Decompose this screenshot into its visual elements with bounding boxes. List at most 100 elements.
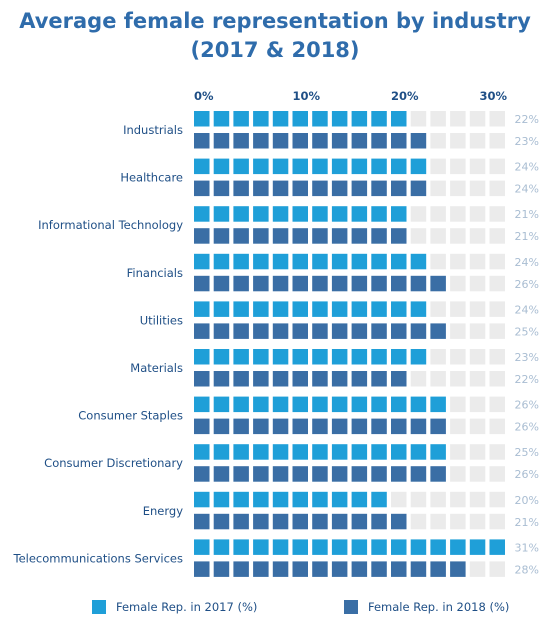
bar-cell-filled — [331, 349, 348, 365]
bar-cell-filled — [391, 418, 407, 435]
bar-cell-filled — [213, 349, 230, 365]
bar-cell-filled — [331, 491, 348, 508]
bar-cell-filled — [371, 180, 387, 197]
bar-cell-empty — [450, 133, 466, 149]
bar-cell-filled — [233, 466, 249, 482]
category-label-informational-technology: Informational Technology — [38, 218, 183, 232]
bar-cell-filled — [391, 253, 407, 270]
bar-cell-empty — [469, 444, 486, 460]
bar-cell-empty — [430, 371, 446, 387]
bar-cell-filled — [194, 180, 210, 197]
bar-cell-empty — [469, 466, 486, 482]
bar-cell-empty — [450, 349, 466, 365]
bar-cell-filled — [194, 444, 210, 460]
bar-cell-filled — [351, 396, 368, 413]
bar-cell-filled — [272, 158, 289, 175]
bar-cell-filled — [253, 180, 269, 197]
bar-cell-filled — [391, 323, 407, 339]
bar-cell-filled — [331, 301, 348, 317]
bar-cell-filled — [430, 444, 446, 460]
bar-cell-filled — [371, 323, 387, 339]
bar-cell-empty — [430, 180, 446, 197]
bar-cell-filled — [351, 371, 368, 387]
data-label: 26% — [515, 468, 539, 481]
bar-cell-filled — [272, 180, 289, 197]
bar-cell-empty — [489, 561, 505, 577]
bar-cell-empty — [489, 323, 505, 339]
bar-cell-empty — [430, 158, 446, 175]
bar-cell-filled — [272, 349, 289, 365]
bar-cell-filled — [272, 371, 289, 387]
legend-swatch-2018 — [344, 600, 358, 614]
bar-cell-filled — [194, 206, 210, 222]
bar-cell-empty — [430, 491, 446, 508]
category-label-materials: Materials — [130, 361, 183, 375]
bar-cell-filled — [213, 206, 230, 222]
bar-cell-filled — [213, 418, 230, 435]
bar-cell-empty — [410, 491, 427, 508]
data-label: 28% — [515, 563, 539, 576]
bar-cell-filled — [194, 133, 210, 149]
bar-cell-filled — [194, 418, 210, 435]
bar-cell-filled — [272, 275, 289, 292]
bar-cell-filled — [194, 111, 210, 127]
bar-cell-empty — [450, 418, 466, 435]
bar-cell-empty — [469, 323, 486, 339]
chart-title: Average female representation by industr… — [19, 9, 531, 33]
bar-cell-filled — [292, 396, 308, 413]
bar-cell-filled — [312, 253, 328, 270]
data-label: 26% — [515, 421, 539, 434]
bar-cell-filled — [351, 275, 368, 292]
bar-cell-filled — [331, 323, 348, 339]
bar-cell-filled — [272, 539, 289, 555]
bar-cell-empty — [489, 396, 505, 413]
bar-cell-empty — [489, 491, 505, 508]
bar-cell-empty — [469, 513, 486, 530]
bar-cell-empty — [430, 301, 446, 317]
bar-cell-filled — [351, 539, 368, 555]
bar-cell-empty — [489, 418, 505, 435]
bar-cell-empty — [430, 253, 446, 270]
bar-cell-filled — [213, 491, 230, 508]
bar-cell-filled — [410, 323, 427, 339]
bar-cell-filled — [312, 539, 328, 555]
bar-cell-filled — [371, 133, 387, 149]
bar-cell-filled — [331, 418, 348, 435]
bar-cell-empty — [469, 371, 486, 387]
bar-cell-filled — [194, 466, 210, 482]
bar-cell-filled — [410, 133, 427, 149]
data-label: 23% — [515, 135, 539, 148]
bar-cell-filled — [312, 158, 328, 175]
data-label: 24% — [515, 183, 539, 196]
bar-cell-filled — [253, 275, 269, 292]
bar-cell-empty — [430, 228, 446, 244]
bar-cell-filled — [233, 133, 249, 149]
bar-cell-empty — [489, 228, 505, 244]
bar-cell-empty — [410, 513, 427, 530]
x-tick-label: 30% — [480, 89, 508, 103]
bar-cell-filled — [391, 228, 407, 244]
bar-cell-filled — [213, 253, 230, 270]
bar-cell-filled — [351, 561, 368, 577]
bar-cell-filled — [312, 396, 328, 413]
bar-cell-filled — [312, 323, 328, 339]
bar-cell-filled — [351, 228, 368, 244]
bar-cell-filled — [253, 539, 269, 555]
data-label: 25% — [515, 325, 539, 338]
bar-cell-filled — [331, 253, 348, 270]
bar-cell-filled — [331, 466, 348, 482]
bar-cell-filled — [391, 158, 407, 175]
bar-cell-filled — [430, 561, 446, 577]
bar-cell-filled — [312, 206, 328, 222]
bar-cell-filled — [312, 228, 328, 244]
category-label-consumer-discretionary: Consumer Discretionary — [44, 456, 183, 470]
bar-cell-filled — [233, 228, 249, 244]
category-label-utilities: Utilities — [140, 313, 183, 327]
bar-cell-filled — [194, 561, 210, 577]
bar-cell-filled — [331, 444, 348, 460]
category-label-industrials: Industrials — [123, 123, 183, 137]
bar-cell-filled — [371, 371, 387, 387]
bar-cell-filled — [391, 349, 407, 365]
bar-cell-filled — [371, 253, 387, 270]
bar-cell-filled — [233, 396, 249, 413]
